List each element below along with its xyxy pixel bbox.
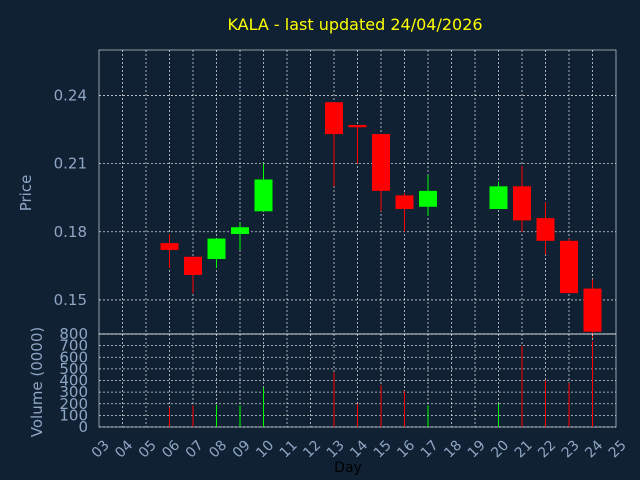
- price-axis-label: Price: [17, 175, 35, 212]
- candle-body: [489, 186, 508, 210]
- volume-ytick-label: 600: [59, 348, 88, 366]
- day-tick-label: 15: [371, 437, 395, 461]
- candle-body: [184, 256, 202, 275]
- day-tick-label: 13: [324, 437, 348, 461]
- price-panel: 0.15 0.18 0.21 0.24: [54, 49, 617, 339]
- candle-body: [583, 288, 602, 332]
- day-tick-label: 18: [441, 437, 465, 461]
- volume-ytick-label: 700: [59, 337, 88, 355]
- volume-ytick-label: 800: [59, 325, 88, 343]
- day-tick-label: 03: [89, 437, 113, 461]
- day-tick-label: 25: [606, 437, 630, 461]
- day-tick-label: 11: [277, 437, 301, 461]
- candle-body: [160, 243, 179, 250]
- candle-body: [348, 124, 367, 128]
- volume-ytick-label: 400: [59, 372, 88, 390]
- day-tick-label: 10: [253, 437, 277, 461]
- day-tick-label: 21: [512, 437, 536, 461]
- price-ytick-label: 0.15: [54, 291, 87, 309]
- day-tick-label: 12: [300, 437, 324, 461]
- chart-title: KALA - last updated 24/04/2026: [227, 15, 482, 34]
- day-tick-label: 09: [230, 437, 254, 461]
- day-tick-label: 24: [582, 437, 606, 461]
- candle-body: [372, 134, 390, 191]
- volume-ytick-label: 100: [59, 406, 88, 424]
- candle-body: [325, 102, 343, 135]
- day-tick-label: 23: [559, 437, 583, 461]
- candle-body: [395, 195, 414, 210]
- price-ytick-label: 0.24: [54, 86, 87, 104]
- day-tick-label: 20: [488, 437, 512, 461]
- day-tick-label: 19: [465, 437, 489, 461]
- day-tick-label: 17: [418, 437, 442, 461]
- day-axis-label: Day: [334, 460, 362, 476]
- price-ytick-label: 0.21: [54, 155, 87, 173]
- candle-body: [513, 186, 531, 221]
- volume-ytick-label: 200: [59, 395, 88, 413]
- candle-body: [419, 190, 437, 207]
- volume-ytick-label: 500: [59, 360, 88, 378]
- day-tick-label: 04: [112, 437, 136, 461]
- day-tick-label: 07: [183, 437, 207, 461]
- volume-ytick-label: 0: [78, 418, 88, 436]
- day-tick-label: 22: [535, 437, 559, 461]
- day-tick-label: 05: [136, 437, 160, 461]
- price-ytick-label: 0.18: [54, 223, 87, 241]
- day-tick-label: 16: [394, 437, 418, 461]
- day-tick-label: 06: [159, 437, 183, 461]
- candle-body: [536, 218, 555, 241]
- day-tick-label: 08: [206, 437, 230, 461]
- day-tick-label: 14: [347, 437, 371, 461]
- candle-body: [560, 240, 578, 294]
- candle-body: [231, 227, 249, 235]
- volume-ytick-label: 300: [59, 383, 88, 401]
- candle-body: [254, 179, 273, 212]
- volume-axis-label: Volume (0000): [28, 327, 46, 437]
- candle-body: [207, 238, 226, 260]
